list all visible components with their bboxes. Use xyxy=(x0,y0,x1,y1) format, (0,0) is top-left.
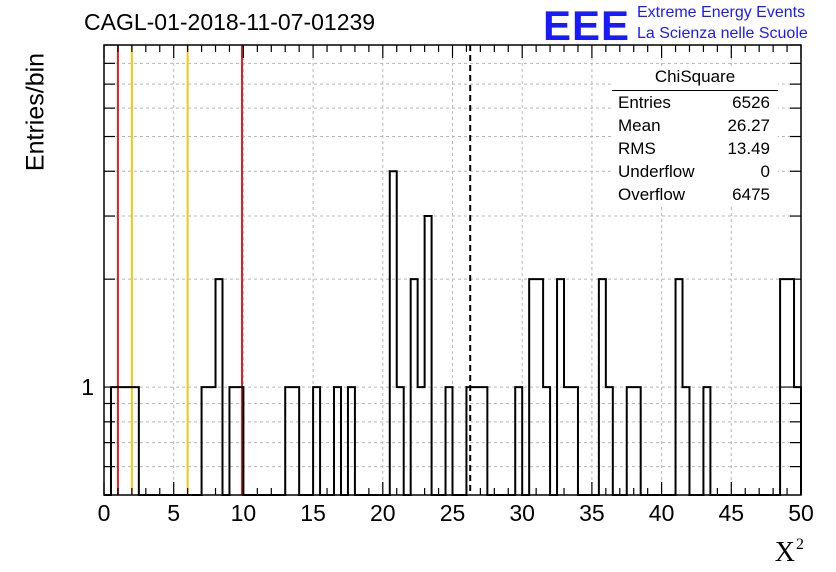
logo-line-2: La Scienza nelle Scuole xyxy=(637,25,808,42)
x-tick-label: 10 xyxy=(231,500,257,526)
histogram-bin xyxy=(390,171,397,495)
histogram-bin xyxy=(627,387,634,495)
x-tick-label: 20 xyxy=(370,500,396,526)
histogram-bin xyxy=(118,387,125,495)
x-tick-label: 40 xyxy=(649,500,675,526)
histogram-outline xyxy=(104,170,802,496)
histogram-bin xyxy=(292,387,299,495)
histogram-bins xyxy=(104,170,802,496)
x-tick-label: 50 xyxy=(788,500,814,526)
stats-row: Underflow 0 xyxy=(612,160,778,183)
x-tick-label: 15 xyxy=(300,500,326,526)
histogram-bin xyxy=(634,387,641,495)
reference-lines xyxy=(116,45,472,495)
x-tick-label: 0 xyxy=(98,500,111,526)
histogram-bin xyxy=(236,387,243,495)
histogram-bin xyxy=(229,387,236,495)
tick-marks xyxy=(103,44,802,495)
histogram-bin xyxy=(676,279,683,495)
x-tick-label: 25 xyxy=(440,500,466,526)
stats-label: Mean xyxy=(618,116,661,135)
stats-title: ChiSquare xyxy=(612,66,778,91)
stats-value: 6526 xyxy=(732,93,770,112)
histogram-bin xyxy=(209,387,216,495)
x-tick-label: 45 xyxy=(719,500,745,526)
histogram-bin xyxy=(348,387,355,495)
x-axis-label: X2 xyxy=(775,536,804,569)
histogram-bin xyxy=(683,387,690,495)
histogram-bin xyxy=(397,387,404,495)
stats-value: 13.49 xyxy=(727,139,770,158)
histogram-bin xyxy=(125,387,132,495)
stats-box: ChiSquare Entries 6526 Mean 26.27 RMS 13.49… xyxy=(612,66,778,206)
eee-logo-mark: EEE xyxy=(543,2,631,49)
stats-row: Mean 26.27 xyxy=(612,114,778,137)
histogram-bin xyxy=(543,387,550,495)
histogram-bin xyxy=(480,387,487,495)
histogram-bin xyxy=(599,279,606,495)
x-axis-label-base: X xyxy=(774,537,795,568)
histogram-bin xyxy=(216,279,223,495)
logo-line-1: Extreme Energy Events xyxy=(637,4,806,21)
histogram-bin xyxy=(703,387,710,495)
histogram-bin xyxy=(473,387,480,495)
histogram-bin xyxy=(425,216,432,495)
stats-row: RMS 13.49 xyxy=(612,137,778,160)
histogram-bin xyxy=(418,387,425,495)
x-tick-label: 30 xyxy=(509,500,535,526)
histogram-bin xyxy=(571,387,578,495)
histogram-bin xyxy=(313,387,320,495)
x-tick-label: 5 xyxy=(167,500,180,526)
stats-value: 26.27 xyxy=(727,116,770,135)
histogram-bin xyxy=(564,387,571,495)
stats-label: Overflow xyxy=(618,185,686,204)
histogram-bin xyxy=(132,387,139,495)
y-tick-label: 1 xyxy=(81,374,94,400)
stats-label: Underflow xyxy=(618,162,695,181)
stats-row: Entries 6526 xyxy=(612,91,778,114)
histogram-bin xyxy=(411,279,418,495)
eee-logo-text: Extreme Energy Events La Scienza nelle S… xyxy=(637,2,808,44)
y-axis-label: Entries/bin xyxy=(21,52,50,172)
histogram-bin xyxy=(557,279,564,495)
stats-label: RMS xyxy=(618,139,656,158)
stats-value: 0 xyxy=(760,162,770,181)
stats-row: Overflow 6475 xyxy=(612,183,778,206)
histogram-bin xyxy=(285,387,292,495)
histogram-bin xyxy=(334,387,341,495)
histogram-bin xyxy=(202,387,209,495)
histogram-bin xyxy=(606,387,613,495)
stats-label: Entries xyxy=(618,93,671,112)
histogram-bin xyxy=(446,387,453,495)
histogram-bin xyxy=(515,387,522,495)
chart-title: CAGL-01-2018-11-07-01239 xyxy=(84,9,376,35)
histogram-bin xyxy=(536,279,543,495)
tick-labels: 0 5 10 15 20 25 30 35 40 45 50 1 xyxy=(81,374,814,526)
x-tick-label: 35 xyxy=(579,500,605,526)
histogram-bin xyxy=(529,279,536,495)
histogram-bin xyxy=(466,387,473,495)
stats-value: 6475 xyxy=(732,185,770,204)
x-axis-label-superscript: 2 xyxy=(796,536,804,553)
